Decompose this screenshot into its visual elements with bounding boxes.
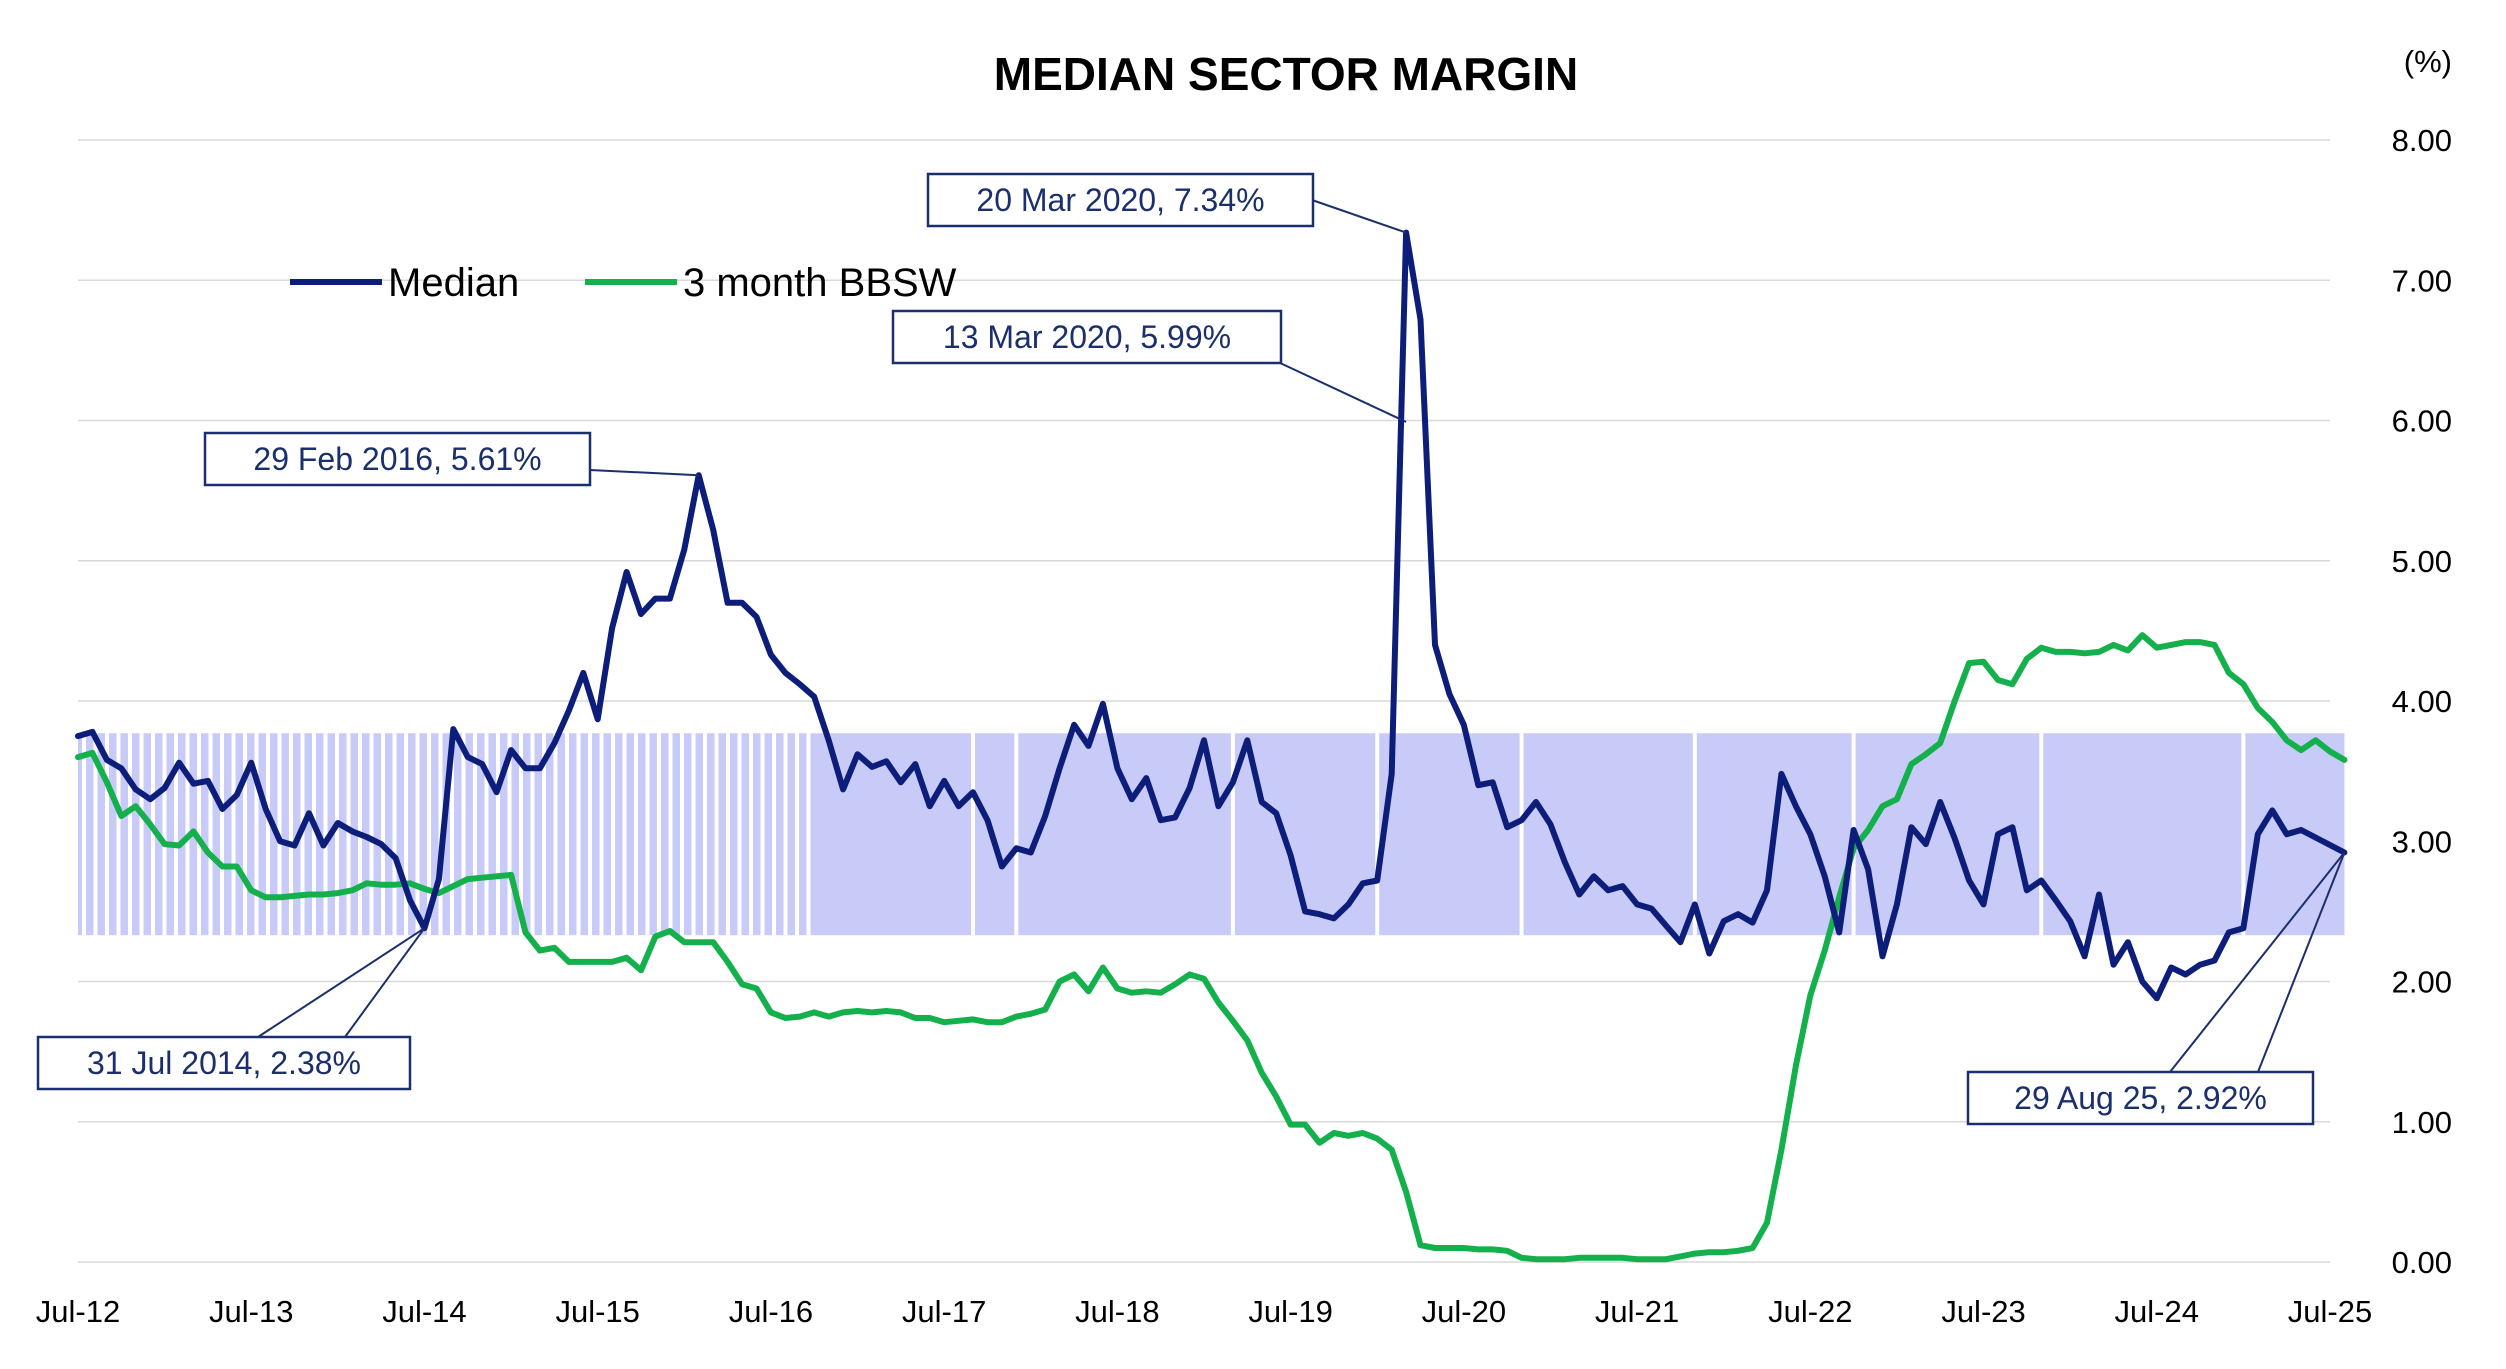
annotation-box	[926, 172, 1315, 228]
series-line-3-month-bbsw	[75, 632, 2348, 1263]
annotation-label: 13 Mar 2020, 5.99%	[943, 319, 1231, 355]
x-tick-label: Jul-21	[1595, 1294, 1679, 1329]
x-tick-label: Jul-24	[2115, 1294, 2199, 1329]
x-tick-label: Jul-17	[902, 1294, 986, 1329]
annotation-leader-line	[344, 927, 426, 1038]
annotation-box	[203, 431, 592, 487]
legend-label: Median	[388, 261, 519, 305]
y-tick-label: 1.00	[2392, 1105, 2452, 1140]
annotation-label: 29 Feb 2016, 5.61%	[253, 441, 541, 477]
annotation-label: 29 Aug 25, 2.92%	[2014, 1080, 2267, 1116]
x-tick-label: Jul-14	[382, 1294, 466, 1329]
annotation-leader-line	[2257, 852, 2346, 1073]
y-tick-label: 0.00	[2392, 1245, 2452, 1280]
axes: 0.00 1.00 2.00 3.00 4.00 5.00 6.00 7.00 8.00 Jul-…	[36, 123, 2452, 1329]
series-lines	[75, 229, 2348, 1263]
annotation-13-mar-2020-5-99: 13 Mar 2020, 5.99%	[891, 309, 1407, 423]
annotation-box	[1966, 1070, 2315, 1126]
chart-title: MEDIAN SECTOR MARGIN	[994, 48, 1578, 100]
annotations: 20 Mar 2020, 7.34% 13 Mar 2020, 5.99% 29 F…	[36, 172, 2346, 1126]
annotation-29-aug-25-2-92: 29 Aug 25, 2.92%	[1966, 851, 2346, 1126]
y-tick-label: 6.00	[2392, 404, 2452, 439]
legend-item-3-month-bbsw: 3 month BBSW	[585, 261, 957, 305]
annotation-29-feb-2016-5-61: 29 Feb 2016, 5.61%	[203, 431, 699, 487]
y-tick-label: 2.00	[2392, 965, 2452, 1000]
legend: Median 3 month BBSW	[290, 261, 957, 305]
annotation-box	[36, 1035, 412, 1091]
x-tick-label: Jul-12	[36, 1294, 120, 1329]
annotation-leader-line	[1311, 199, 1407, 234]
x-tick-label: Jul-16	[729, 1294, 813, 1329]
annotation-leader-line	[257, 927, 426, 1038]
annotation-leader-line	[1277, 361, 1407, 423]
annotation-label: 31 Jul 2014, 2.38%	[87, 1045, 361, 1081]
y-tick-label: 8.00	[2392, 123, 2452, 158]
legend-label: 3 month BBSW	[683, 261, 957, 305]
y-tick-label: 4.00	[2392, 684, 2452, 719]
annotation-leader-line	[2169, 851, 2346, 1073]
x-tick-label: Jul-18	[1075, 1294, 1159, 1329]
x-tick-label: Jul-13	[209, 1294, 293, 1329]
series-line-median	[75, 229, 2348, 1002]
y-tick-label: 5.00	[2392, 544, 2452, 579]
annotation-label: 20 Mar 2020, 7.34%	[976, 182, 1264, 218]
y-axis-unit-label: (%)	[2404, 44, 2452, 79]
y-tick-label: 7.00	[2392, 263, 2452, 298]
x-tick-label: Jul-19	[1248, 1294, 1332, 1329]
y-tick-label: 3.00	[2392, 824, 2452, 859]
annotation-leader-line	[589, 469, 699, 477]
legend-item-median: Median	[290, 261, 519, 305]
x-tick-label: Jul-25	[2288, 1294, 2372, 1329]
x-tick-label: Jul-15	[555, 1294, 639, 1329]
x-tick-label: Jul-22	[1768, 1294, 1852, 1329]
annotation-box	[891, 309, 1283, 365]
x-tick-label: Jul-20	[1422, 1294, 1506, 1329]
annotation-31-jul-2014-2-38: 31 Jul 2014, 2.38%	[36, 927, 426, 1091]
x-tick-label: Jul-23	[1941, 1294, 2025, 1329]
annotation-20-mar-2020-7-34: 20 Mar 2020, 7.34%	[926, 172, 1407, 234]
